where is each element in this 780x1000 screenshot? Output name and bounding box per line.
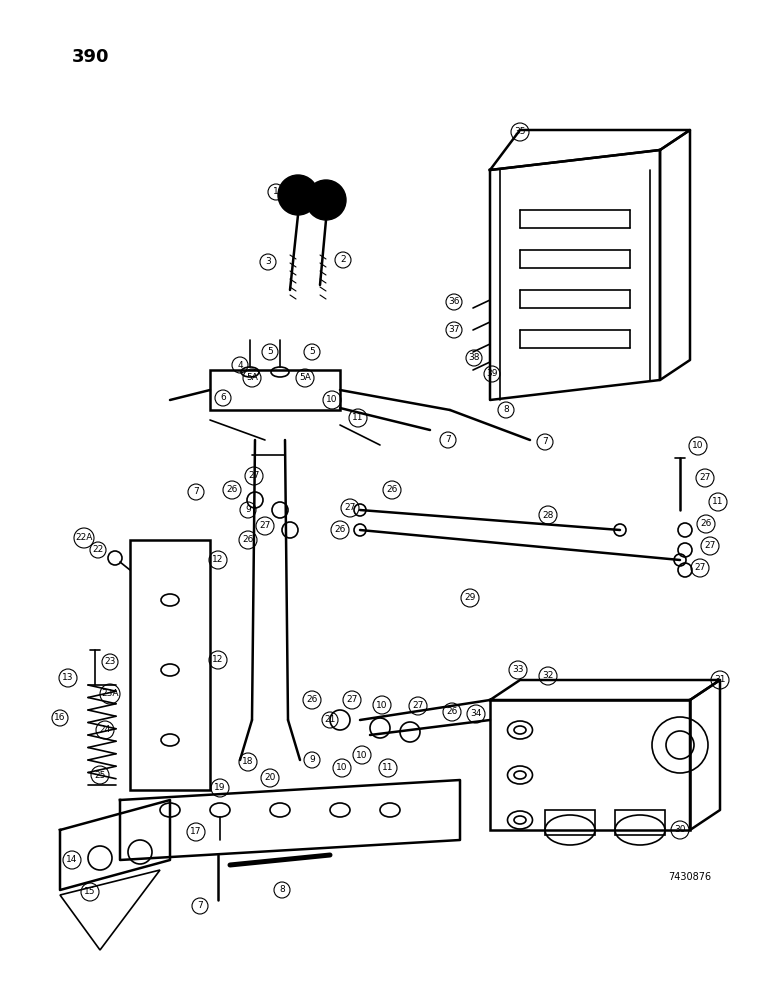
Text: 27: 27: [413, 702, 424, 710]
Text: 34: 34: [470, 710, 482, 718]
Text: 26: 26: [700, 520, 711, 528]
Text: 18: 18: [243, 758, 254, 766]
Text: 33: 33: [512, 666, 523, 674]
Text: 390: 390: [72, 48, 109, 66]
Text: 31: 31: [714, 676, 725, 684]
Text: 10: 10: [693, 442, 704, 450]
Text: 27: 27: [700, 474, 711, 483]
Text: 23A: 23A: [101, 690, 119, 698]
Circle shape: [278, 175, 318, 215]
Text: 20: 20: [264, 774, 275, 782]
Text: 26: 26: [226, 486, 238, 494]
Text: 13: 13: [62, 674, 74, 682]
Text: 19: 19: [215, 784, 225, 792]
Text: 10: 10: [356, 750, 367, 760]
Text: 27: 27: [259, 522, 271, 530]
Text: 37: 37: [448, 326, 459, 334]
Text: 26: 26: [446, 708, 458, 716]
Text: 2: 2: [340, 255, 346, 264]
Text: 7: 7: [193, 488, 199, 496]
Text: 28: 28: [542, 510, 554, 520]
Text: 26: 26: [386, 486, 398, 494]
Text: 27: 27: [248, 472, 260, 481]
Text: 7: 7: [542, 438, 548, 446]
Text: 7430876: 7430876: [668, 872, 711, 882]
Text: 26: 26: [307, 696, 317, 704]
Text: 12: 12: [212, 556, 224, 564]
Text: 1: 1: [273, 188, 279, 196]
Text: 9: 9: [245, 506, 251, 514]
Text: 23: 23: [105, 658, 115, 666]
Text: 26: 26: [335, 526, 346, 534]
Text: 10: 10: [336, 764, 348, 772]
Text: 27: 27: [344, 504, 356, 512]
Text: 27: 27: [694, 564, 706, 572]
Bar: [210, 370, 340, 410]
Text: 11: 11: [712, 497, 724, 506]
Text: 10: 10: [376, 700, 388, 710]
Text: 10: 10: [326, 395, 338, 404]
Text: 7: 7: [197, 902, 203, 910]
Text: 14: 14: [66, 856, 78, 864]
Text: 38: 38: [468, 354, 480, 362]
Text: 11: 11: [382, 764, 394, 772]
Text: 26: 26: [243, 536, 254, 544]
Text: 5: 5: [309, 348, 315, 357]
Bar: [130, 540, 210, 790]
Text: 25: 25: [94, 770, 105, 780]
Circle shape: [306, 180, 346, 220]
Text: 8: 8: [503, 406, 509, 414]
Text: 36: 36: [448, 298, 459, 306]
Bar: [615, 810, 665, 835]
Text: 9: 9: [309, 756, 315, 764]
Text: 3: 3: [265, 257, 271, 266]
Text: 15: 15: [84, 888, 96, 896]
Text: 32: 32: [542, 672, 554, 680]
Text: 30: 30: [674, 826, 686, 834]
Text: 22A: 22A: [76, 534, 93, 542]
Bar: [545, 810, 595, 835]
Text: 4: 4: [237, 360, 243, 369]
Text: 12: 12: [212, 656, 224, 664]
Text: 8: 8: [279, 886, 285, 894]
Text: 11: 11: [353, 414, 363, 422]
Text: 35: 35: [514, 127, 526, 136]
Text: 16: 16: [55, 714, 66, 722]
Text: 17: 17: [190, 828, 202, 836]
Bar: [490, 700, 690, 830]
Text: 6: 6: [220, 393, 226, 402]
Text: 21: 21: [324, 716, 335, 724]
Text: 5A: 5A: [299, 373, 311, 382]
Text: 27: 27: [346, 696, 358, 704]
Text: 7: 7: [445, 436, 451, 444]
Text: 22: 22: [92, 546, 104, 554]
Text: 27: 27: [704, 542, 716, 550]
Text: 24: 24: [99, 726, 111, 734]
Text: 5A: 5A: [246, 373, 258, 382]
Text: 5: 5: [267, 348, 273, 357]
Text: 39: 39: [486, 369, 498, 378]
Text: 29: 29: [464, 593, 476, 602]
